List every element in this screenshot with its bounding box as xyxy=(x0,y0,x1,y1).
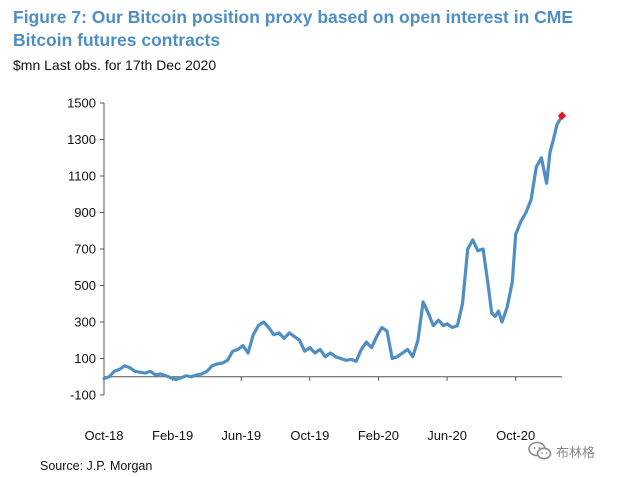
y-tick-label: 500 xyxy=(74,278,96,293)
y-tick-label: 100 xyxy=(74,351,96,366)
source-note: Source: J.P. Morgan xyxy=(40,459,153,473)
x-tick-label: Feb-19 xyxy=(152,428,193,443)
x-tick-label: Jun-20 xyxy=(427,428,467,443)
x-tick-label: Oct-18 xyxy=(84,428,123,443)
y-tick-label: -100 xyxy=(70,388,96,403)
last-observation-marker xyxy=(557,111,567,120)
series-line xyxy=(102,114,564,382)
y-tick-label: 1100 xyxy=(68,169,96,184)
x-tick-label: Oct-20 xyxy=(496,428,535,443)
x-tick-label: Jun-19 xyxy=(221,428,261,443)
y-tick-label: 1500 xyxy=(67,96,96,111)
y-tick-label: 900 xyxy=(74,205,96,220)
plot-area: -100 100 300 500 700 900 1100 1300 1500 Oct-18 Feb… xyxy=(67,96,567,443)
chart-subtitle: $mn Last obs. for 17th Dec 2020 xyxy=(13,57,217,73)
chart-title: Figure 7: Our Bitcoin position proxy bas… xyxy=(13,7,574,50)
x-tick-label: Feb-20 xyxy=(358,428,399,443)
watermark-text: 布林格 xyxy=(556,444,596,460)
x-tick-label: Oct-19 xyxy=(290,428,329,443)
watermark: 布林格 xyxy=(528,440,595,462)
wechat-icon xyxy=(528,441,552,460)
y-tick-label: 1300 xyxy=(67,132,96,147)
y-tick-label: 700 xyxy=(74,242,96,257)
y-tick-label: 300 xyxy=(74,315,96,330)
